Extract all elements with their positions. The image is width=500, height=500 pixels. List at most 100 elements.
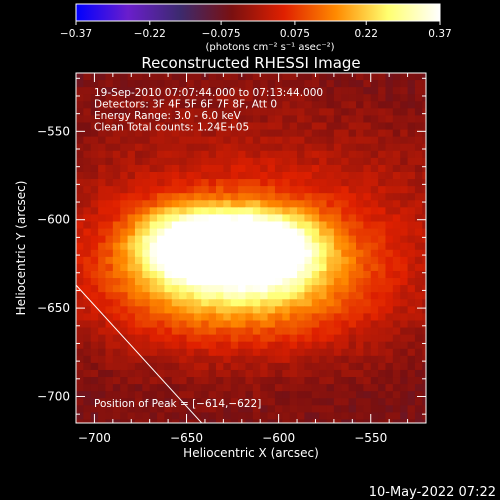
heatmap-cell <box>378 292 387 300</box>
heatmap-cell <box>179 256 188 265</box>
heatmap-cell <box>238 171 247 180</box>
heatmap-cell <box>164 157 173 166</box>
heatmap-cell <box>348 108 357 117</box>
heatmap-cell <box>414 270 423 279</box>
heatmap-cell <box>385 256 394 265</box>
heatmap-cell <box>297 355 306 364</box>
heatmap-cell <box>297 214 306 223</box>
heatmap-cell <box>378 143 387 152</box>
heatmap-cell <box>267 391 276 399</box>
heatmap-cell <box>83 115 92 124</box>
colorbar-tick-label: −0.075 <box>202 28 241 40</box>
heatmap-cell <box>267 115 276 124</box>
heatmap-cell <box>252 171 261 180</box>
heatmap-cell <box>297 228 306 237</box>
heatmap-cell <box>363 306 372 314</box>
heatmap-cell <box>282 122 291 131</box>
heatmap-cell <box>297 391 306 399</box>
heatmap-cell <box>216 391 224 399</box>
heatmap-cell <box>392 73 401 81</box>
heatmap-cell <box>76 292 84 300</box>
heatmap-cell <box>333 207 342 216</box>
heatmap-cell <box>157 278 166 286</box>
heatmap-cell <box>407 136 416 145</box>
heatmap-cell <box>90 355 99 364</box>
heatmap-cell <box>171 200 180 208</box>
heatmap-cell <box>385 115 394 124</box>
heatmap-cell <box>348 242 357 251</box>
heatmap-cell <box>260 101 269 109</box>
heatmap-cell <box>193 270 202 279</box>
heatmap-cell <box>282 369 291 378</box>
heatmap-cell <box>304 377 313 385</box>
heatmap-cell <box>193 292 202 300</box>
heatmap-cell <box>363 221 372 230</box>
heatmap-cell <box>392 242 401 251</box>
heatmap-cell <box>98 320 107 329</box>
heatmap-cell <box>127 369 136 378</box>
heatmap-cell <box>208 87 217 95</box>
heatmap-cell <box>326 122 335 131</box>
heatmap-cell <box>216 256 224 265</box>
heatmap-cell <box>356 94 364 102</box>
heatmap-cell <box>142 101 151 109</box>
heatmap-cell <box>216 313 224 322</box>
heatmap-cell <box>142 235 151 244</box>
heatmap-cell <box>333 122 342 131</box>
heatmap-cell <box>208 108 217 117</box>
heatmap-cell <box>252 221 261 230</box>
heatmap-cell <box>149 263 158 272</box>
heatmap-cell <box>333 80 342 88</box>
heatmap-cell <box>134 419 143 423</box>
heatmap-cell <box>171 369 180 378</box>
heatmap-cell <box>304 101 313 109</box>
heatmap-cell <box>157 341 166 350</box>
heatmap-cell <box>370 221 379 230</box>
heatmap-cell <box>319 73 328 81</box>
heatmap-cell <box>223 285 232 293</box>
heatmap-cell <box>230 136 239 145</box>
heatmap-cell <box>193 80 202 88</box>
heatmap-cell <box>238 193 247 201</box>
heatmap-cell <box>341 157 350 166</box>
heatmap-cell <box>289 200 298 208</box>
heatmap-cell <box>326 157 335 166</box>
heatmap-cell <box>407 263 416 272</box>
heatmap-cell <box>164 270 173 279</box>
heatmap-cell <box>252 214 261 223</box>
heatmap-cell <box>186 362 195 371</box>
heatmap-cell <box>260 369 269 378</box>
heatmap-cell <box>223 278 232 286</box>
heatmap-cell <box>120 179 129 187</box>
heatmap-cell <box>105 101 114 109</box>
heatmap-cell <box>274 256 283 265</box>
heatmap-cell <box>252 306 261 314</box>
heatmap-cell <box>149 122 158 131</box>
heatmap-cell <box>112 228 121 237</box>
heatmap-cell <box>356 313 364 322</box>
colorbar-tick-label: 0.075 <box>280 28 310 40</box>
heatmap-cell <box>208 150 217 159</box>
heatmap-cell <box>90 299 99 307</box>
heatmap-cell <box>230 143 239 152</box>
heatmap-cell <box>201 164 210 173</box>
heatmap-cell <box>392 341 401 350</box>
heatmap-cell <box>245 115 254 124</box>
heatmap-cell <box>267 334 276 343</box>
heatmap-cell <box>385 171 394 180</box>
heatmap-cell <box>326 313 335 322</box>
heatmap-cell <box>311 115 320 124</box>
heatmap-cell <box>392 285 401 293</box>
heatmap-cell <box>392 129 401 138</box>
heatmap-cell <box>326 292 335 300</box>
heatmap-cell <box>400 249 409 258</box>
heatmap-cell <box>370 150 379 159</box>
heatmap-cell <box>311 122 320 131</box>
heatmap-cell <box>201 362 210 371</box>
heatmap-cell <box>157 94 166 102</box>
heatmap-cell <box>216 384 224 392</box>
heatmap-cell <box>341 115 350 124</box>
heatmap-cell <box>164 377 173 385</box>
heatmap-cell <box>282 193 291 201</box>
heatmap-cell <box>407 101 416 109</box>
